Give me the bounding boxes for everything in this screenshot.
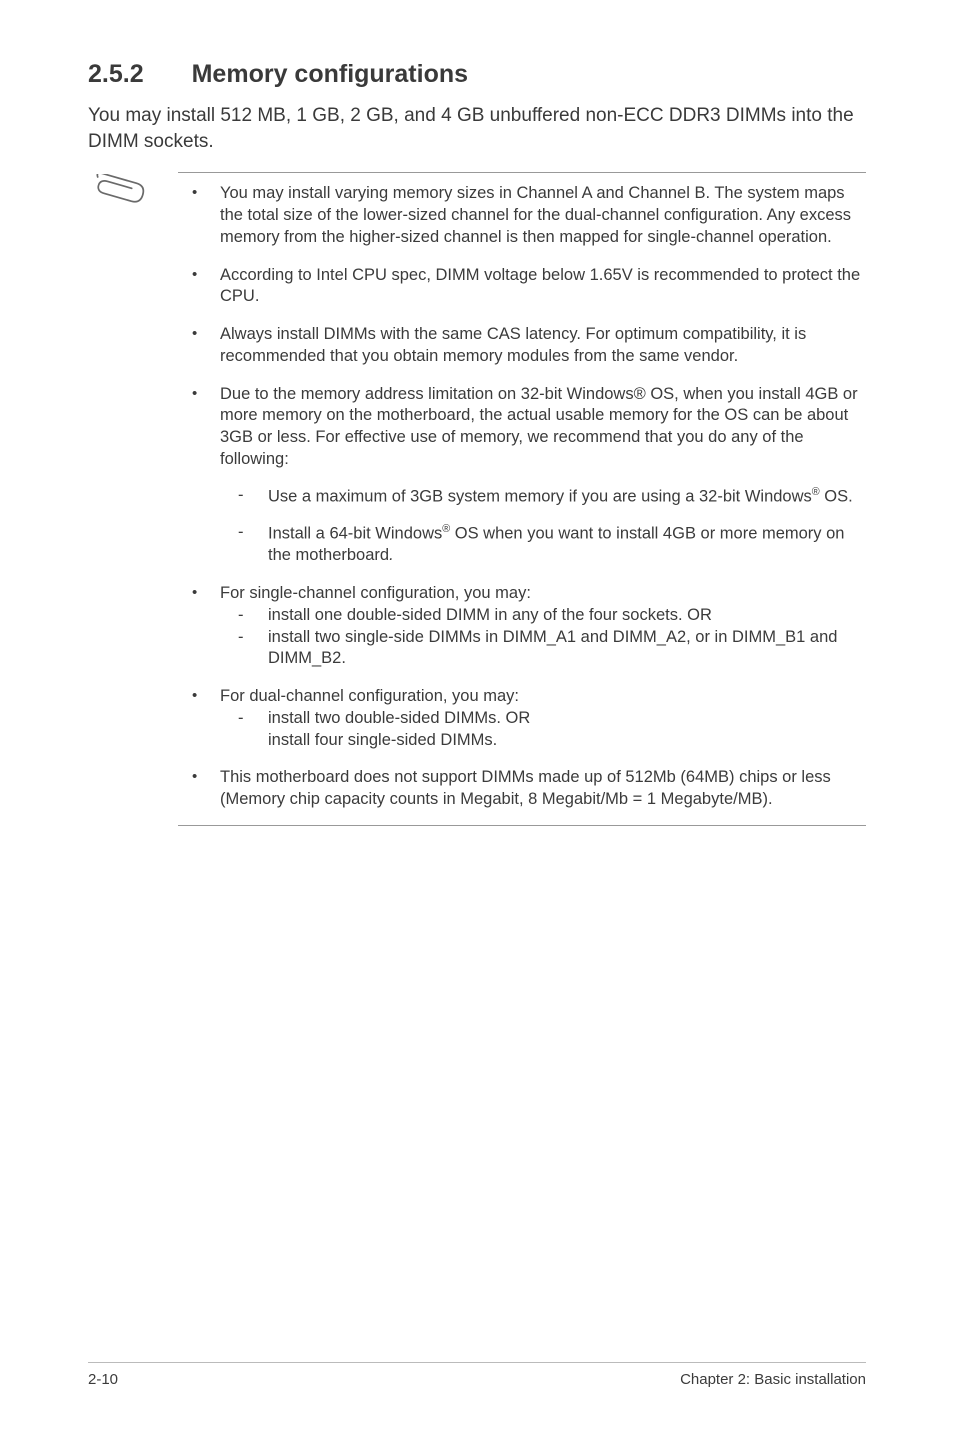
sub-text-tail: . xyxy=(389,546,394,564)
page: 2.5.2 Memory configurations You may insta… xyxy=(0,0,954,1438)
note-sublist: Use a maximum of 3GB system memory if yo… xyxy=(220,485,866,567)
page-footer: 2-10 Chapter 2: Basic installation xyxy=(88,1362,866,1388)
registered-mark: ® xyxy=(812,486,820,498)
note-sublist: install two double-sided DIMMs. OR insta… xyxy=(220,708,866,752)
note-block: You may install varying memory sizes in … xyxy=(88,172,866,826)
note-subitem: install two double-sided DIMMs. OR insta… xyxy=(220,708,866,752)
note-text: According to Intel CPU spec, DIMM voltag… xyxy=(220,266,860,306)
note-item: Always install DIMMs with the same CAS l… xyxy=(178,324,866,368)
note-item: According to Intel CPU spec, DIMM voltag… xyxy=(178,265,866,309)
note-item: For dual-channel configuration, you may:… xyxy=(178,686,866,751)
chapter-label: Chapter 2: Basic installation xyxy=(680,1371,866,1388)
note-text: For dual-channel configuration, you may: xyxy=(220,687,519,705)
note-text: For single-channel configuration, you ma… xyxy=(220,584,531,602)
section-heading: 2.5.2 Memory configurations xyxy=(88,60,866,89)
note-subitem: Use a maximum of 3GB system memory if yo… xyxy=(220,485,866,508)
sub-text: install two single-side DIMMs in DIMM_A1… xyxy=(268,628,837,668)
note-content: You may install varying memory sizes in … xyxy=(178,172,866,826)
note-subitem: install two single-side DIMMs in DIMM_A1… xyxy=(220,627,866,671)
sub-text-extra: install four single-sided DIMMs. xyxy=(268,731,497,749)
note-text: You may install varying memory sizes in … xyxy=(220,184,851,246)
section-title: Memory configurations xyxy=(192,60,468,88)
page-number: 2-10 xyxy=(88,1371,118,1388)
sub-text-post: OS. xyxy=(820,487,853,505)
sub-text-pre: Install a 64-bit Windows xyxy=(268,524,442,542)
note-text: This motherboard does not support DIMMs … xyxy=(220,768,831,808)
sub-text: install one double-sided DIMM in any of … xyxy=(268,606,712,624)
sub-text: install two double-sided DIMMs. OR xyxy=(268,709,530,727)
note-sublist: install one double-sided DIMM in any of … xyxy=(220,605,866,670)
note-item: For single-channel configuration, you ma… xyxy=(178,583,866,670)
note-text: Always install DIMMs with the same CAS l… xyxy=(220,325,806,365)
note-item: This motherboard does not support DIMMs … xyxy=(178,767,866,811)
note-list: You may install varying memory sizes in … xyxy=(178,183,866,811)
section-number: 2.5.2 xyxy=(88,60,144,89)
note-subitem: Install a 64-bit Windows® OS when you wa… xyxy=(220,522,866,567)
note-icon-col xyxy=(88,172,178,219)
note-item: You may install varying memory sizes in … xyxy=(178,183,866,248)
sub-text-pre: Use a maximum of 3GB system memory if yo… xyxy=(268,487,812,505)
note-subitem: install one double-sided DIMM in any of … xyxy=(220,605,866,627)
note-item: Due to the memory address limitation on … xyxy=(178,384,866,567)
intro-paragraph: You may install 512 MB, 1 GB, 2 GB, and … xyxy=(88,103,866,154)
registered-mark: ® xyxy=(442,523,450,535)
note-text: Due to the memory address limitation on … xyxy=(220,385,858,468)
paperclip-note-icon xyxy=(90,201,146,218)
